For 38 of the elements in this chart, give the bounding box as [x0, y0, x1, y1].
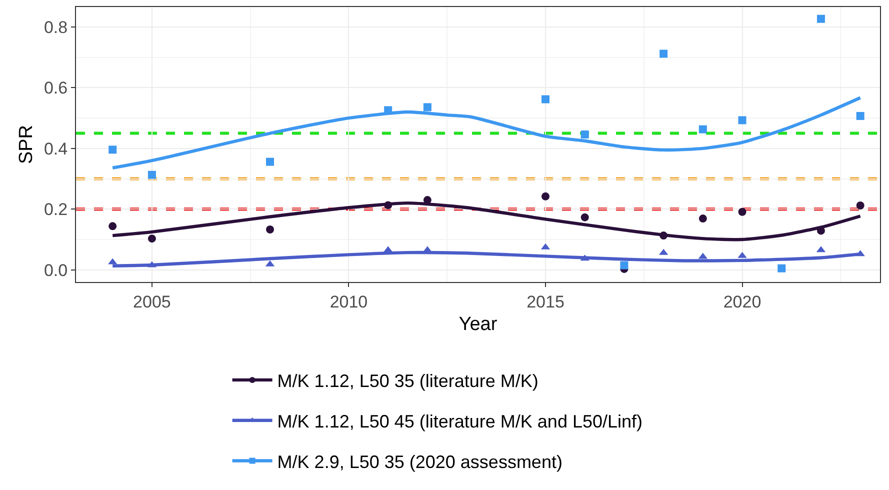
x-tick-label: 2020 — [723, 292, 762, 312]
x-tick-label: 2005 — [133, 292, 171, 312]
x-tick-label: 2015 — [526, 292, 564, 312]
point — [423, 103, 432, 112]
y-tick-label: 0.6 — [44, 78, 68, 98]
point — [580, 130, 589, 138]
y-tick-label: 0.2 — [44, 200, 68, 220]
legend-label: M/K 1.12, L50 45 (literature M/K and L50/Linf) — [277, 411, 643, 432]
x-axis-title: Year — [458, 314, 498, 336]
point — [266, 225, 274, 234]
point — [698, 214, 707, 223]
point — [856, 202, 864, 210]
point — [148, 234, 156, 243]
y-tick-label: 0.8 — [44, 18, 68, 37]
point — [266, 158, 274, 166]
x-tick-label: 2010 — [330, 292, 368, 312]
point — [778, 264, 786, 272]
point — [738, 116, 746, 124]
y-tick-label: 0.0 — [44, 260, 68, 280]
point — [108, 146, 117, 154]
point — [660, 232, 668, 240]
legend-label: M/K 2.9, L50 35 (2020 assessment) — [277, 452, 562, 472]
point — [108, 222, 117, 230]
point — [580, 213, 589, 222]
point — [738, 208, 746, 216]
legend-label: M/K 1.12, L50 35 (literature M/K) — [277, 370, 538, 391]
point — [816, 14, 825, 23]
point — [620, 261, 628, 270]
y-axis-title: SPR — [16, 124, 37, 164]
point — [698, 125, 707, 134]
point — [148, 170, 156, 179]
point — [660, 50, 668, 58]
point — [541, 192, 550, 200]
point — [384, 201, 392, 210]
y-tick-label: 0.4 — [44, 139, 68, 158]
point — [856, 112, 864, 120]
point — [541, 95, 550, 104]
line-series — [111, 96, 862, 170]
